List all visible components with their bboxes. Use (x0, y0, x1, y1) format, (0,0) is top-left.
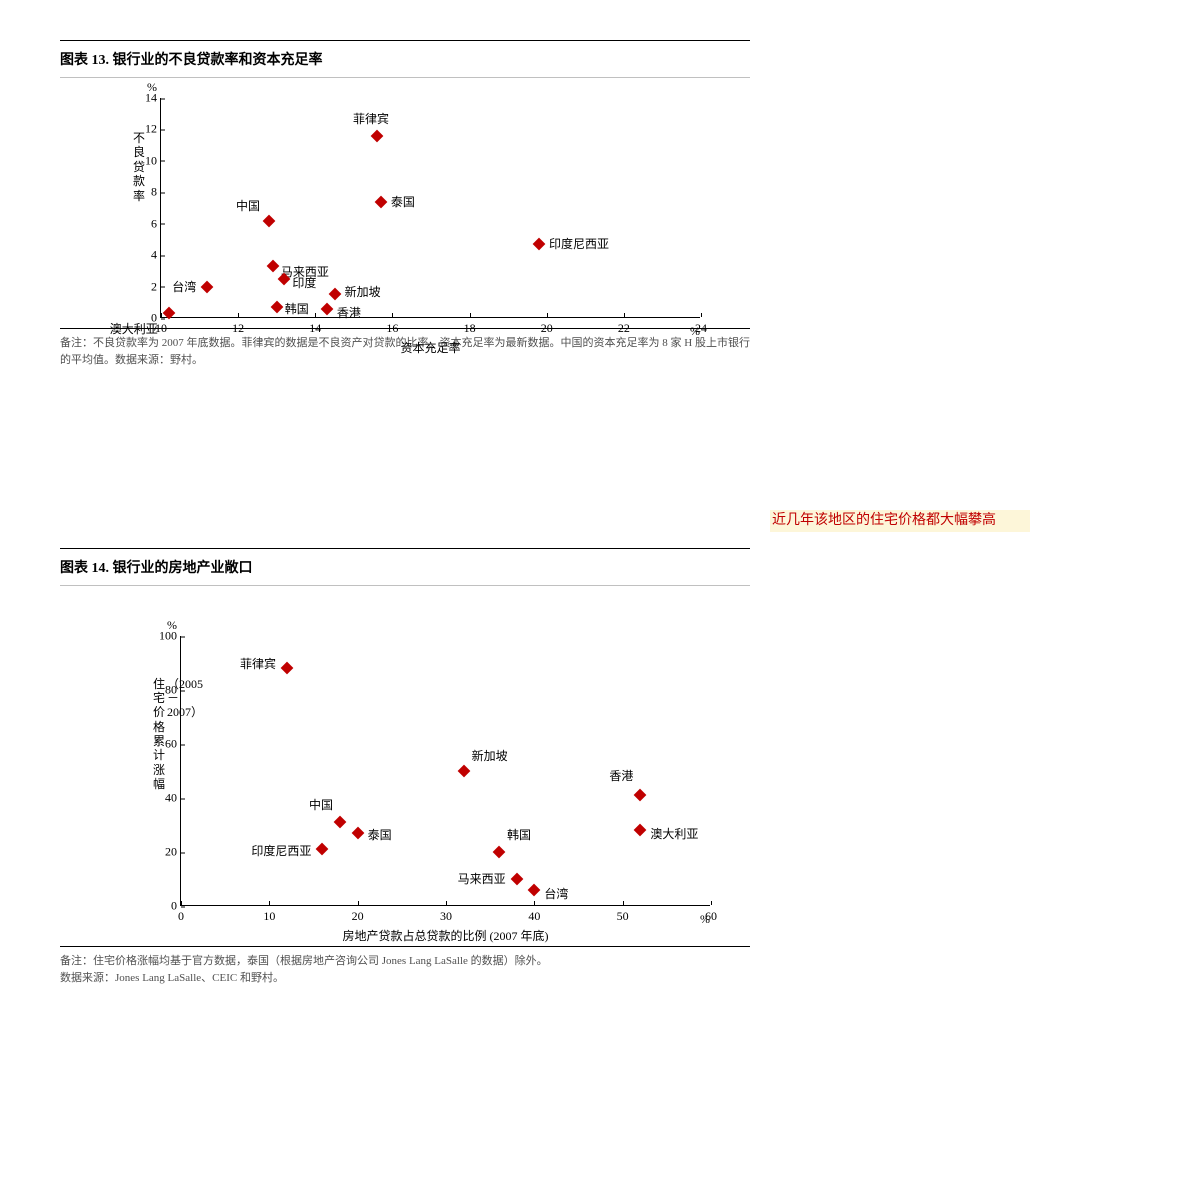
x-tick: 20 (541, 317, 553, 336)
x-tick: 10 (263, 905, 275, 924)
data-point (316, 843, 329, 856)
data-point-label: 台湾 (544, 888, 568, 900)
data-point (457, 765, 470, 778)
chart-14-plot: %%0204060801000102030405060房地产贷款占总贷款的比例 … (180, 636, 710, 906)
data-point-label: 印度 (292, 277, 316, 289)
data-point (266, 260, 279, 273)
data-point-label: 菲律宾 (240, 658, 276, 670)
chart-14-wrap: %%0204060801000102030405060房地产贷款占总贷款的比例 … (60, 606, 750, 906)
data-point (634, 789, 647, 802)
data-point-label: 泰国 (391, 196, 415, 208)
x-axis-label: 资本充足率 (400, 317, 460, 356)
data-point-label: 泰国 (368, 829, 392, 841)
data-point (334, 816, 347, 829)
data-point (201, 280, 214, 293)
x-tick: 16 (386, 317, 398, 336)
data-point-label: 菲律宾 (353, 113, 389, 125)
data-point-label: 新加坡 (472, 750, 508, 762)
data-point (328, 288, 341, 301)
data-point (510, 873, 523, 886)
data-point (533, 238, 546, 251)
data-point (281, 662, 294, 675)
data-point (493, 846, 506, 859)
data-point-label: 澳大利亚 (110, 323, 158, 335)
y-tick: 14 (145, 91, 161, 106)
x-tick: 14 (309, 317, 321, 336)
data-point-label: 台湾 (172, 281, 196, 293)
y-tick: 6 (151, 216, 161, 231)
data-point (528, 883, 541, 896)
data-point (374, 195, 387, 208)
x-tick: 50 (617, 905, 629, 924)
x-tick: 0 (178, 905, 184, 924)
sidebar-highlight-text: 近几年该地区的住宅价格都大幅攀高 (772, 513, 996, 528)
chart-14-block: 图表 14. 银行业的房地产业敞口 %%02040608010001020304… (60, 548, 1131, 986)
chart-13-wrap: %%024681012141012141618202224资本充足率不良贷款率澳… (60, 98, 750, 318)
chart-13-block: 图表 13. 银行业的不良贷款率和资本充足率 %%024681012141012… (60, 40, 1131, 368)
chart-13-title: 图表 13. 银行业的不良贷款率和资本充足率 (60, 40, 750, 78)
data-point (634, 824, 647, 837)
data-point-label: 印度尼西亚 (251, 845, 311, 857)
data-point (351, 827, 364, 840)
data-point-label: 新加坡 (345, 286, 381, 298)
data-point (263, 214, 276, 227)
data-point (320, 302, 333, 315)
y-axis-label: 不良贷款率 (133, 131, 161, 203)
chart-14-title: 图表 14. 银行业的房地产业敞口 (60, 548, 750, 586)
chart-14-footnote: 备注：住宅价格涨幅均基于官方数据，泰国（根据房地产咨询公司 Jones Lang… (60, 946, 750, 986)
x-tick: 22 (618, 317, 630, 336)
y-tick: 4 (151, 248, 161, 263)
data-point-label: 印度尼西亚 (549, 238, 609, 250)
data-point-label: 韩国 (507, 829, 531, 841)
chart-13-plot: %%024681012141012141618202224资本充足率不良贷款率澳… (160, 98, 700, 318)
x-axis-label: 房地产贷款占总贷款的比例 (2007 年底) (343, 905, 549, 944)
x-tick: 24 (695, 317, 707, 336)
data-point-label: 中国 (309, 799, 333, 811)
data-point (371, 129, 384, 142)
data-point-label: 澳大利亚 (650, 828, 698, 840)
y-tick: 2 (151, 279, 161, 294)
sidebar-highlight: 近几年该地区的住宅价格都大幅攀高 (770, 510, 1030, 532)
data-point-label: 中国 (236, 200, 260, 212)
data-point (270, 301, 283, 314)
y-axis-sublabel: （2005－2007） (167, 677, 181, 720)
y-tick: 20 (165, 845, 181, 860)
data-point-label: 香港 (609, 770, 633, 782)
data-point-label: 韩国 (285, 303, 309, 315)
x-tick: 12 (232, 317, 244, 336)
y-tick: 100 (159, 629, 181, 644)
x-tick: 18 (464, 317, 476, 336)
data-point-label: 香港 (337, 307, 361, 319)
y-tick: 40 (165, 791, 181, 806)
data-point-label: 马来西亚 (458, 873, 506, 885)
x-tick: 60 (705, 905, 717, 924)
